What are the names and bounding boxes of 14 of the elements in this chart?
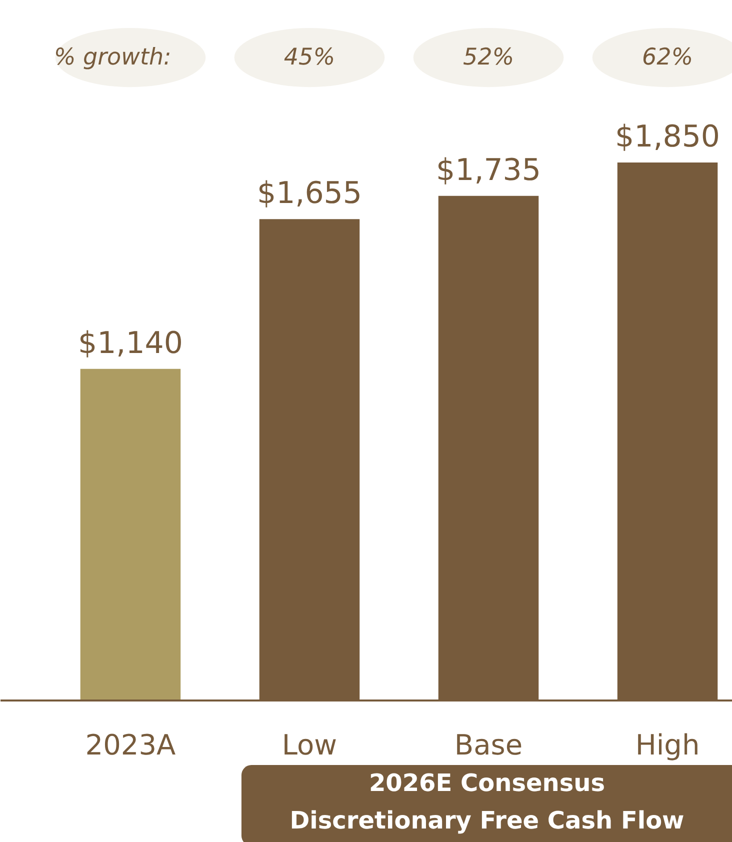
data-label: $1,735: [436, 152, 541, 188]
x-tick-label: High: [635, 728, 700, 762]
text: 2026E Consensus Discretionary Free Cash Flow: [290, 768, 684, 834]
text: % growth:: [54, 44, 172, 71]
text: 45%: [284, 44, 336, 71]
x-tick-label: Low: [282, 728, 338, 762]
data-label: $1,140: [78, 326, 183, 361]
x-tick-label: Base: [454, 728, 523, 762]
data-label: $1,850: [615, 119, 720, 154]
x-tick-label: 2023A: [85, 728, 176, 762]
data-label: $1,655: [257, 176, 362, 212]
text: 62%: [642, 44, 694, 71]
bar: [80, 368, 181, 700]
text: 52%: [462, 44, 514, 71]
